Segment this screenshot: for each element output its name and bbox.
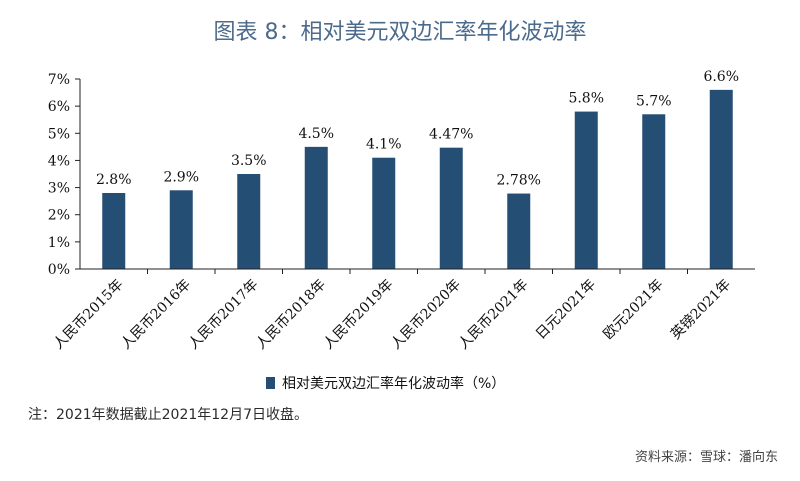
- y-axis: 0% 1% 2% 3% 4% 5% 6% 7%: [48, 72, 81, 278]
- bar: [709, 89, 733, 269]
- x-axis: 人民币2015年人民币2016年人民币2017年人民币2018年人民币2019年…: [50, 268, 755, 353]
- x-tick-label: 人民币2019年: [320, 277, 396, 353]
- data-label: 5.8%: [568, 91, 604, 107]
- bar: [372, 157, 396, 269]
- y-tick-label: 5%: [48, 126, 70, 142]
- x-tick-label: 欧元2021年: [600, 277, 666, 343]
- bars: 2.8% 2.9% 3.5% 4.5% 4.1% 4.47% 2.78% 5.8% 5.7% 6.…: [96, 69, 739, 270]
- y-tick-label: 4%: [48, 153, 70, 169]
- x-tick-label: 人民币2017年: [185, 277, 261, 353]
- x-tick-label: 人民币2020年: [388, 277, 464, 353]
- data-label: 4.1%: [366, 137, 402, 153]
- data-label: 3.5%: [231, 153, 267, 169]
- data-label: 2.8%: [96, 172, 132, 188]
- data-label: 4.5%: [298, 126, 334, 142]
- x-tick-label: 日元2021年: [533, 277, 599, 343]
- data-label: 4.47%: [429, 127, 473, 143]
- source-watermark: 资料来源：雪球：潘向东: [634, 450, 778, 465]
- bar: [574, 111, 598, 269]
- y-tick-label: 7%: [48, 72, 70, 88]
- y-tick-label: 0%: [48, 262, 70, 278]
- footnote: 注：2021年数据截止2021年12月7日收盘。: [28, 407, 308, 423]
- legend: 相对美元双边汇率年化波动率（%）: [266, 375, 505, 392]
- x-tick-label: 人民币2016年: [118, 277, 194, 353]
- y-tick-label: 2%: [48, 208, 70, 224]
- x-tick-label: 人民币2015年: [50, 277, 126, 353]
- data-label: 2.78%: [497, 173, 541, 189]
- data-label: 6.6%: [703, 69, 739, 85]
- bar: [169, 190, 193, 269]
- y-tick-label: 6%: [48, 99, 70, 115]
- data-label: 5.7%: [636, 93, 672, 109]
- legend-swatch: [266, 377, 275, 389]
- x-tick-label: 人民币2018年: [253, 277, 329, 353]
- x-tick-label: 人民币2021年: [455, 277, 531, 353]
- chart-title: 图表 8：相对美元双边汇率年化波动率: [213, 20, 587, 45]
- bar: [304, 146, 328, 269]
- y-tick-label: 1%: [48, 235, 70, 251]
- data-label: 2.9%: [163, 169, 199, 185]
- bar: [507, 193, 531, 269]
- x-tick-label: 英镑2021年: [667, 276, 734, 343]
- bar: [102, 193, 126, 269]
- bar: [439, 147, 463, 269]
- bar: [237, 174, 261, 269]
- y-tick-label: 3%: [48, 181, 70, 197]
- legend-label: 相对美元双边汇率年化波动率（%）: [282, 375, 505, 392]
- bar: [642, 114, 666, 270]
